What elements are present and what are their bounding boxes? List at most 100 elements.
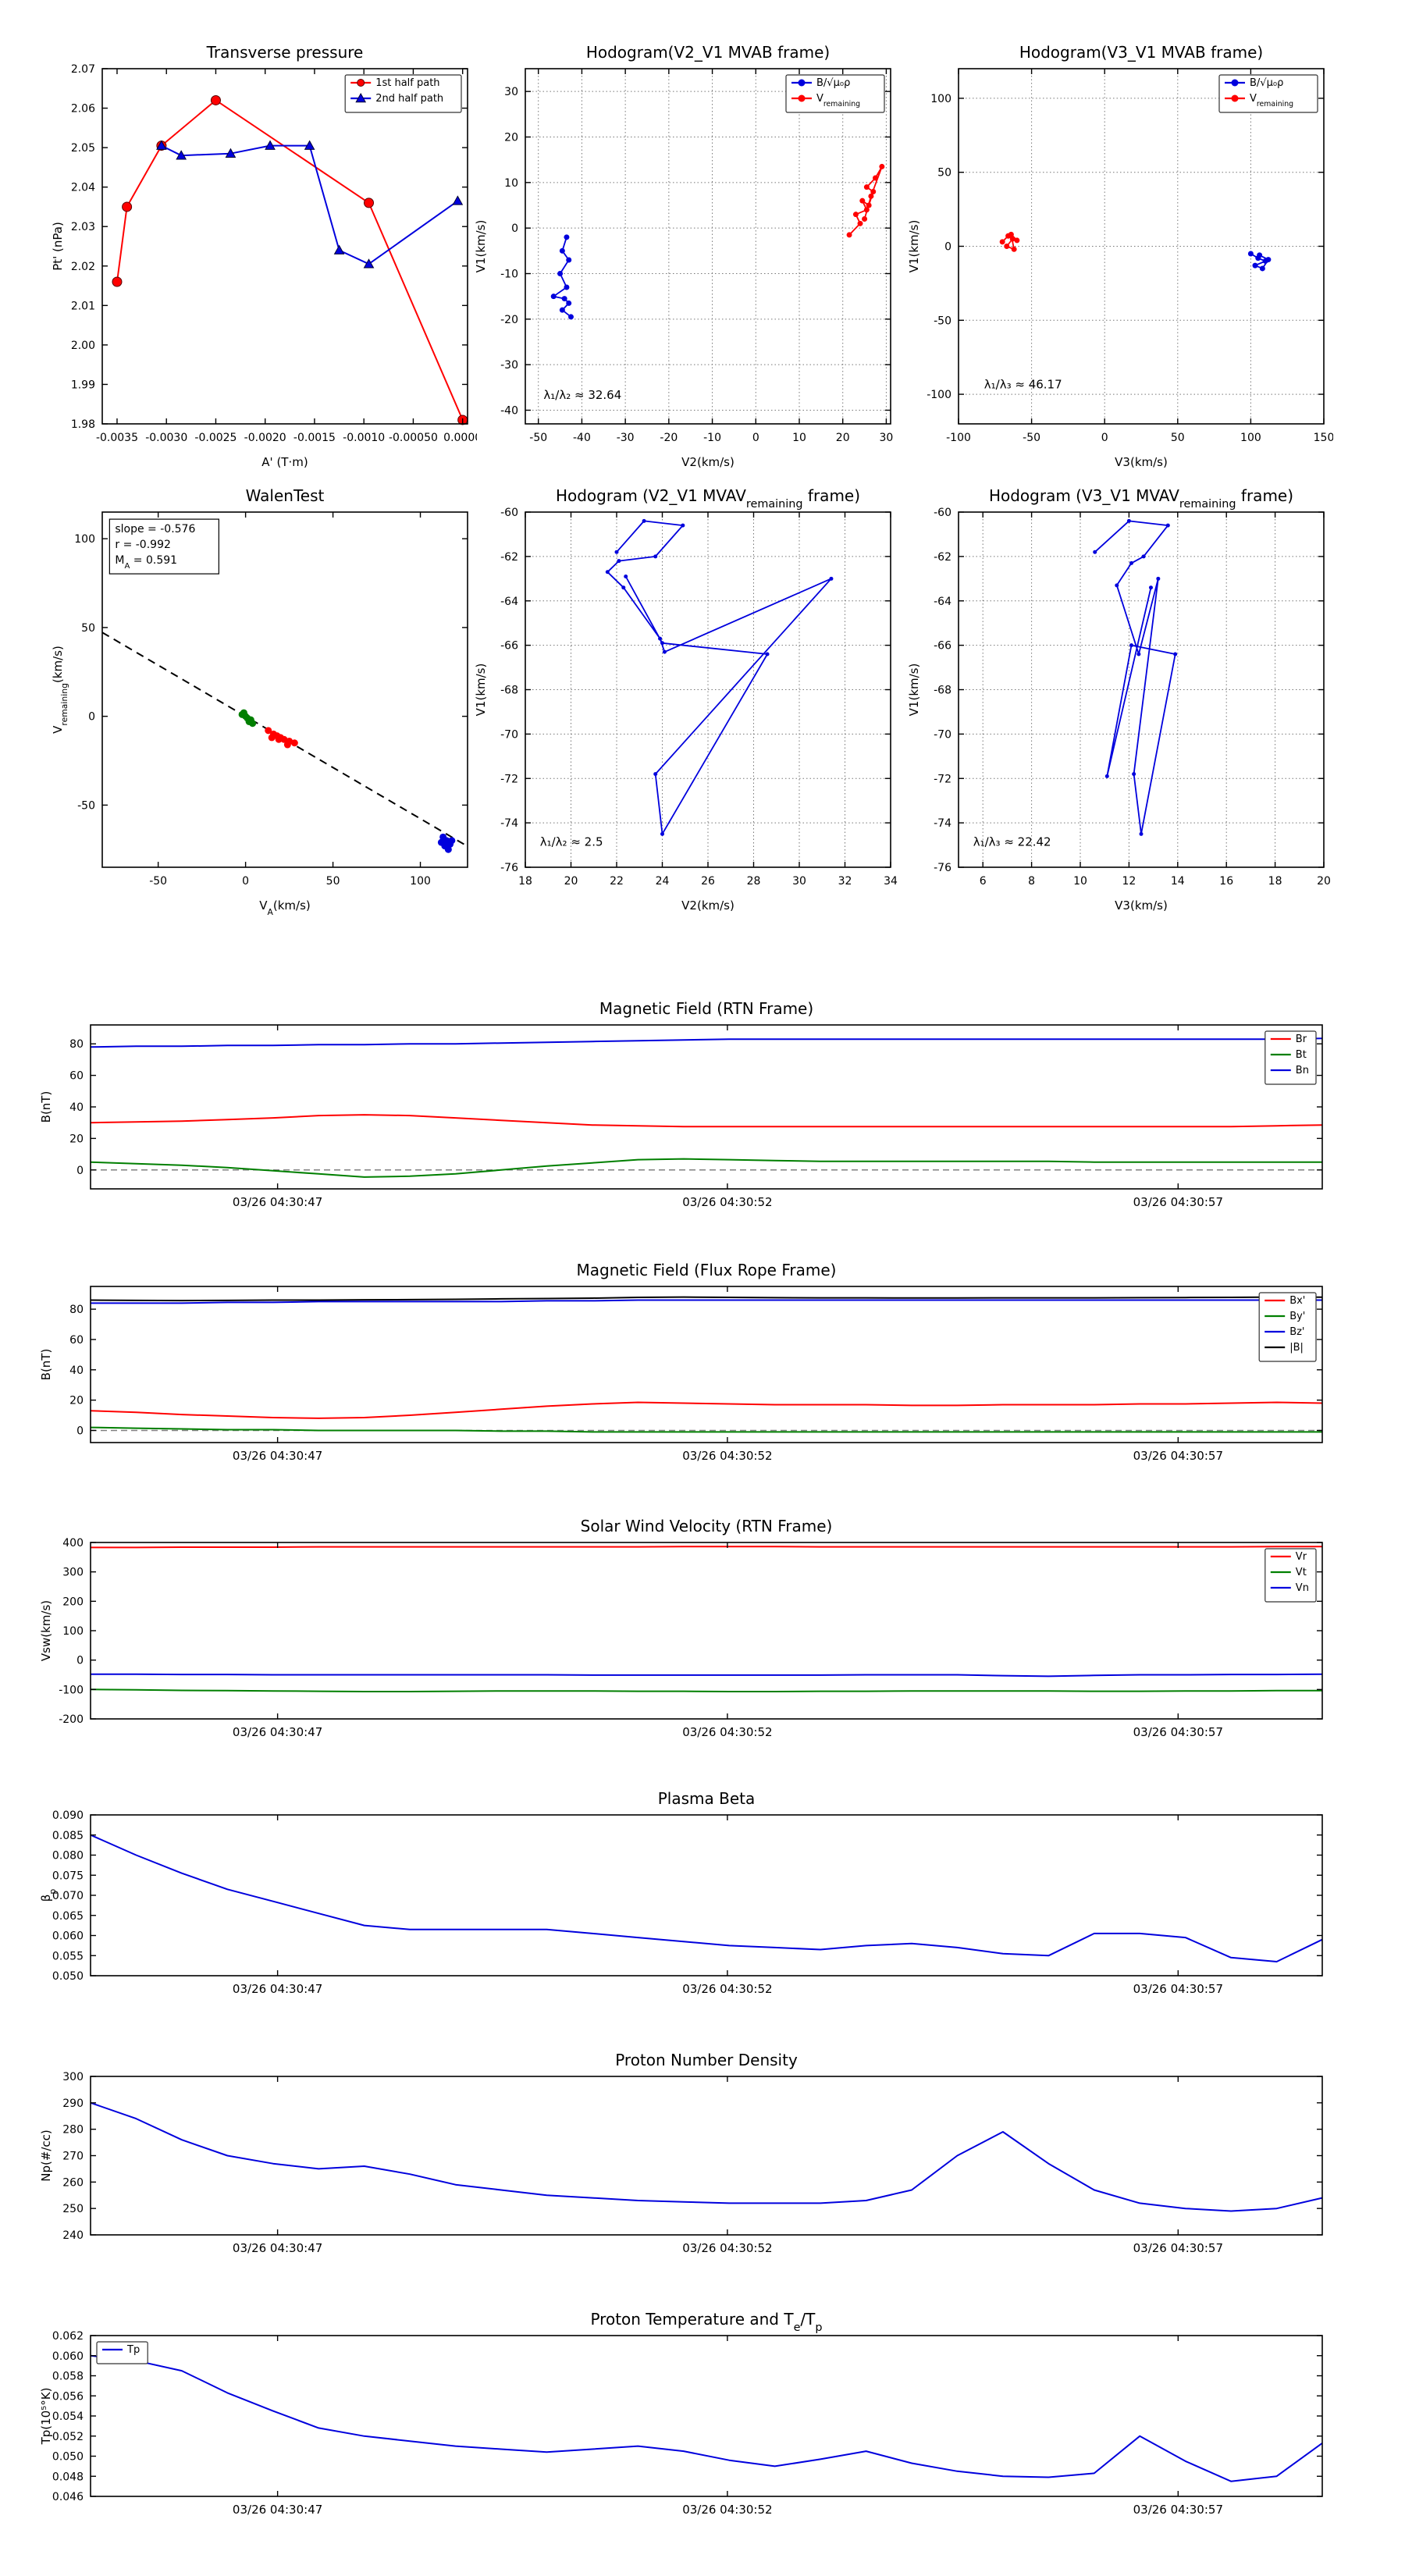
svg-text:-64: -64 bbox=[934, 596, 951, 608]
svg-text:0: 0 bbox=[76, 1425, 84, 1437]
svg-text:-0.0035: -0.0035 bbox=[96, 432, 138, 444]
svg-text:MA = 0.591: MA = 0.591 bbox=[115, 554, 177, 571]
svg-text:34: 34 bbox=[884, 875, 898, 888]
svg-text:0.065: 0.065 bbox=[52, 1910, 84, 1923]
svg-text:0.060: 0.060 bbox=[52, 2350, 84, 2363]
svg-text:0: 0 bbox=[944, 241, 951, 254]
svg-text:V2(km/s): V2(km/s) bbox=[681, 898, 735, 913]
svg-text:0.054: 0.054 bbox=[52, 2411, 84, 2423]
svg-text:30: 30 bbox=[880, 432, 894, 444]
svg-text:100: 100 bbox=[930, 93, 951, 105]
plot-magnetic-rtn-svg: 03/26 04:30:47 03/26 04:30:52 03/26 04:30:… bbox=[39, 999, 1323, 1209]
svg-text:0: 0 bbox=[76, 1165, 84, 1177]
svg-text:26: 26 bbox=[701, 875, 715, 888]
svg-text:100: 100 bbox=[410, 875, 431, 888]
svg-text:0: 0 bbox=[511, 222, 518, 235]
svg-text:V1(km/s): V1(km/s) bbox=[907, 220, 921, 273]
svg-text:-50: -50 bbox=[934, 315, 951, 327]
svg-text:10: 10 bbox=[1073, 875, 1087, 888]
plot-walen-test: -50 0 50 100 -50 0 50 100 WalenTest VA(km/s) Vrema… bbox=[41, 475, 477, 939]
svg-text:300: 300 bbox=[62, 1567, 84, 1579]
svg-text:60: 60 bbox=[69, 1334, 84, 1347]
svg-text:240: 240 bbox=[62, 2229, 84, 2242]
svg-text:By': By' bbox=[1289, 1311, 1305, 1322]
svg-text:100: 100 bbox=[62, 1625, 84, 1638]
svg-text:-60: -60 bbox=[500, 507, 518, 519]
svg-text:Vt: Vt bbox=[1296, 1567, 1307, 1578]
svg-text:V1(km/s): V1(km/s) bbox=[474, 220, 488, 273]
svg-text:Magnetic Field (Flux Rope Fram: Magnetic Field (Flux Rope Frame) bbox=[577, 1261, 837, 1279]
svg-text:16: 16 bbox=[1219, 875, 1233, 888]
svg-text:2.02: 2.02 bbox=[71, 261, 95, 273]
svg-text:-10: -10 bbox=[500, 269, 518, 281]
svg-text:60: 60 bbox=[69, 1070, 84, 1083]
plot-velocity-rtn: 03/26 04:30:47 03/26 04:30:52 03/26 04:30:… bbox=[32, 1510, 1332, 1756]
svg-text:Pt' (nPa): Pt' (nPa) bbox=[51, 222, 65, 271]
svg-text:40: 40 bbox=[69, 1364, 84, 1377]
svg-text:0.090: 0.090 bbox=[52, 1809, 84, 1822]
svg-text:Hodogram(V2_V1 MVAB frame): Hodogram(V2_V1 MVAB frame) bbox=[586, 43, 830, 62]
svg-text:1st half path: 1st half path bbox=[375, 77, 439, 89]
svg-text:2.04: 2.04 bbox=[71, 182, 95, 194]
svg-text:2.00: 2.00 bbox=[71, 340, 95, 352]
svg-text:-74: -74 bbox=[934, 817, 951, 830]
plot-proton-temperature-svg: 03/26 04:30:47 03/26 04:30:52 03/26 04:30:… bbox=[39, 2310, 1323, 2517]
svg-text:80: 80 bbox=[69, 1304, 84, 1316]
plot-hodogram-v3v1-mvab-svg: -100 -50 0 50 100 150 -100 -50 0 50 100 Hodogram(V3… bbox=[907, 43, 1333, 469]
svg-text:22: 22 bbox=[610, 875, 624, 888]
svg-text:14: 14 bbox=[1171, 875, 1185, 888]
svg-text:-66: -66 bbox=[934, 640, 951, 653]
plot-magnetic-fluxrope-svg: 03/26 04:30:47 03/26 04:30:52 03/26 04:30:… bbox=[39, 1261, 1323, 1463]
svg-text:Vr: Vr bbox=[1296, 1551, 1307, 1563]
svg-text:2.05: 2.05 bbox=[71, 142, 95, 155]
svg-text:0: 0 bbox=[752, 432, 759, 444]
svg-text:30: 30 bbox=[792, 875, 806, 888]
svg-text:-50: -50 bbox=[77, 799, 95, 812]
svg-text:1.98: 1.98 bbox=[71, 418, 95, 431]
svg-text:03/26 04:30:47: 03/26 04:30:47 bbox=[233, 1725, 322, 1739]
svg-text:0.050: 0.050 bbox=[52, 1970, 84, 1983]
svg-text:-30: -30 bbox=[617, 432, 635, 444]
svg-text:1.99: 1.99 bbox=[71, 379, 95, 391]
svg-text:400: 400 bbox=[62, 1537, 84, 1550]
svg-text:20: 20 bbox=[69, 1133, 84, 1145]
svg-text:λ₁/λ₃ ≈ 46.17: λ₁/λ₃ ≈ 46.17 bbox=[984, 378, 1062, 392]
svg-text:λ₁/λ₃ ≈ 22.42: λ₁/λ₃ ≈ 22.42 bbox=[973, 835, 1051, 849]
svg-text:0.060: 0.060 bbox=[52, 1930, 84, 1943]
svg-text:Vremaining(km/s): Vremaining(km/s) bbox=[51, 646, 69, 734]
svg-text:03/26 04:30:52: 03/26 04:30:52 bbox=[682, 2241, 772, 2255]
svg-text:B(nT): B(nT) bbox=[39, 1091, 53, 1123]
svg-text:32: 32 bbox=[838, 875, 852, 888]
svg-text:50: 50 bbox=[81, 622, 95, 635]
plot-hodogram-v3v1-mvav-svg: 6 8 10 12 14 16 18 20 -76 -74 -72 -70 -68 -66 -64 -62 -6… bbox=[907, 486, 1331, 913]
svg-text:40: 40 bbox=[69, 1101, 84, 1114]
svg-text:0.056: 0.056 bbox=[52, 2390, 84, 2403]
svg-text:290: 290 bbox=[62, 2097, 84, 2110]
plot-proton-temperature: 03/26 04:30:47 03/26 04:30:52 03/26 04:30:… bbox=[32, 2303, 1332, 2534]
svg-text:βp: βp bbox=[39, 1889, 58, 1902]
plot-hodogram-v2v1-mvav: 18 20 22 24 26 28 30 32 34 -76 -74 -72 -70 -68 -66 -64 -… bbox=[464, 475, 900, 939]
svg-text:50: 50 bbox=[326, 875, 340, 888]
svg-text:λ₁/λ₂ ≈ 2.5: λ₁/λ₂ ≈ 2.5 bbox=[540, 835, 603, 849]
svg-text:-40: -40 bbox=[500, 405, 518, 418]
svg-text:03/26 04:30:47: 03/26 04:30:47 bbox=[233, 1449, 322, 1463]
svg-text:03/26 04:30:57: 03/26 04:30:57 bbox=[1133, 1725, 1223, 1739]
svg-text:Hodogram(V3_V1 MVAB frame): Hodogram(V3_V1 MVAB frame) bbox=[1019, 43, 1263, 62]
svg-text:100: 100 bbox=[1240, 432, 1261, 444]
plot-hodogram-v2v1-mvav-svg: 18 20 22 24 26 28 30 32 34 -76 -74 -72 -70 -68 -66 -64 -… bbox=[474, 486, 898, 913]
svg-text:-70: -70 bbox=[934, 728, 951, 741]
plot-transverse-pressure-svg: -0.0035 -0.0030 -0.0025 -0.0020 -0.0015 -0.00… bbox=[51, 43, 477, 469]
plot-velocity-rtn-svg: 03/26 04:30:47 03/26 04:30:52 03/26 04:30:… bbox=[39, 1517, 1323, 1739]
svg-text:-64: -64 bbox=[500, 596, 518, 608]
svg-text:Tp(10⁵°K): Tp(10⁵°K) bbox=[39, 2388, 53, 2446]
svg-text:03/26 04:30:52: 03/26 04:30:52 bbox=[682, 2503, 772, 2517]
svg-text:20: 20 bbox=[504, 132, 518, 144]
svg-text:|B|: |B| bbox=[1289, 1342, 1304, 1354]
svg-text:280: 280 bbox=[62, 2124, 84, 2137]
svg-text:-72: -72 bbox=[500, 773, 518, 785]
svg-text:28: 28 bbox=[747, 875, 761, 888]
svg-text:03/26 04:30:57: 03/26 04:30:57 bbox=[1133, 1195, 1223, 1209]
svg-text:03/26 04:30:52: 03/26 04:30:52 bbox=[682, 1725, 772, 1739]
svg-text:270: 270 bbox=[62, 2151, 84, 2163]
svg-text:r = -0.992: r = -0.992 bbox=[115, 539, 171, 551]
